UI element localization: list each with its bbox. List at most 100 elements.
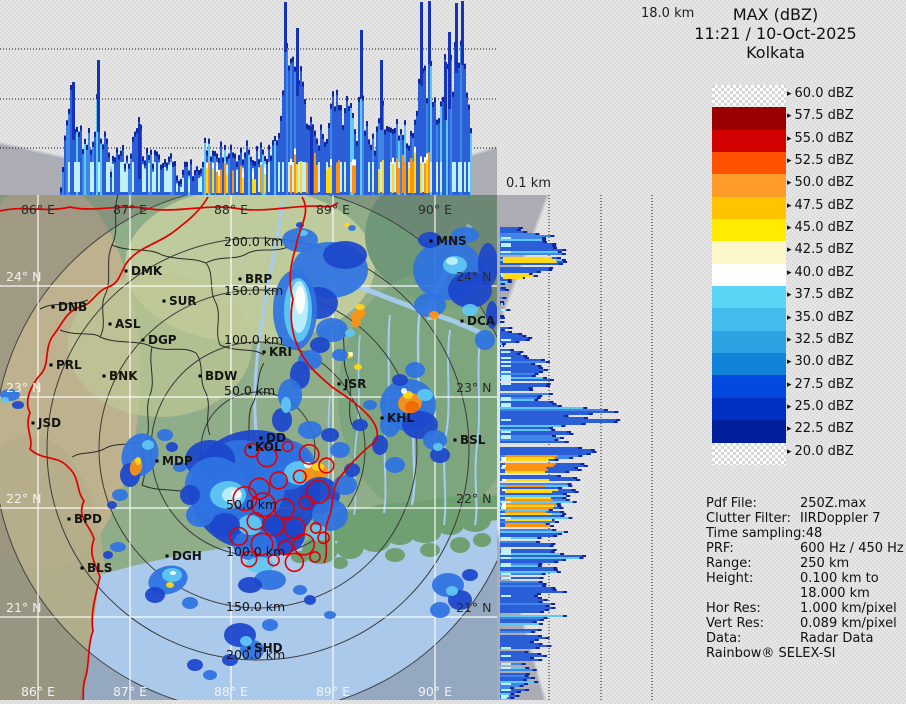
info-label: Data: bbox=[706, 631, 742, 646]
range-ring-label: 100.0 km bbox=[226, 544, 285, 559]
range-ring-label: 150.0 km bbox=[224, 283, 283, 298]
station-marker bbox=[453, 438, 457, 442]
scale-arrow-icon: ▸ bbox=[787, 89, 792, 99]
lat-label-right: 23° N bbox=[456, 380, 491, 395]
station-label: DGP bbox=[148, 333, 177, 347]
dbz-band bbox=[712, 219, 786, 242]
station-marker bbox=[162, 299, 166, 303]
info-row: Height: 0.100 km to 18.000 km bbox=[706, 571, 904, 601]
station-marker bbox=[238, 277, 242, 281]
lon-label-bottom: 90° E bbox=[418, 684, 452, 699]
range-ring-label: 100.0 km bbox=[224, 332, 283, 347]
station-marker bbox=[80, 566, 84, 570]
station-label: BDW bbox=[205, 369, 237, 383]
scale-arrow-icon: ▸ bbox=[787, 334, 792, 345]
dbz-band bbox=[712, 330, 786, 354]
lat-label-left: 24° N bbox=[6, 269, 41, 284]
range-ring-label: 200.0 km bbox=[226, 647, 285, 662]
station-label: JSD bbox=[37, 416, 61, 430]
dbz-value-text: 40.0 dBZ bbox=[794, 264, 854, 280]
dbz-scale-label: ▸ 45.0 dBZ bbox=[787, 220, 854, 240]
station-label: KOL bbox=[255, 440, 282, 454]
lon-label-top: 87° E bbox=[113, 202, 147, 217]
dbz-band bbox=[712, 353, 786, 376]
dbz-colorbar bbox=[712, 85, 786, 465]
station-label: BNK bbox=[109, 369, 138, 383]
info-value: Radar Data bbox=[800, 631, 874, 646]
station-marker bbox=[51, 305, 55, 309]
info-label: Vert Res: bbox=[706, 616, 765, 631]
scale-arrow-icon: ▸ bbox=[787, 357, 792, 368]
dbz-band bbox=[712, 263, 786, 287]
scale-arrow-icon: ▸ bbox=[787, 111, 792, 122]
legend-panel: MAX (dBZ) 11:21 / 10-Oct-2025 Kolkata ▸ 6… bbox=[645, 0, 906, 700]
lon-label-bottom: 89° E bbox=[316, 684, 350, 699]
station-label: SUR bbox=[169, 294, 197, 308]
info-row: PRF: 600 Hz / 450 Hz bbox=[706, 541, 904, 556]
station-marker bbox=[67, 517, 71, 521]
station-label: DCA bbox=[467, 314, 496, 328]
dbz-band bbox=[712, 241, 786, 264]
lon-label-top: 88° E bbox=[214, 202, 248, 217]
dbz-scale-label: ▸ 25.0 dBZ bbox=[787, 399, 854, 419]
range-ring-label: 150.0 km bbox=[226, 599, 285, 614]
dbz-scale-label: ▸ 52.5 dBZ bbox=[787, 153, 854, 173]
scale-arrow-icon: ▸ bbox=[787, 156, 792, 167]
dbz-value-text: 42.5 dBZ bbox=[794, 242, 854, 258]
station-marker bbox=[102, 374, 106, 378]
range-ring-label: 50.0 km bbox=[224, 383, 275, 398]
dbz-value-text: 22.5 dBZ bbox=[794, 421, 854, 437]
product-datetime: 11:21 / 10-Oct-2025 bbox=[694, 24, 857, 43]
info-value: 1.000 km/pixel bbox=[800, 601, 897, 616]
info-row: Clutter Filter: IIRDoppler 7 bbox=[706, 511, 904, 526]
dbz-scale-label: ▸ 47.5 dBZ bbox=[787, 198, 854, 218]
info-row: Pdf File: 250Z.max bbox=[706, 496, 904, 511]
dbz-band bbox=[712, 107, 786, 130]
dbz-value-text: 55.0 dBZ bbox=[794, 130, 854, 146]
range-ring-label: 200.0 km bbox=[224, 234, 283, 249]
info-label: Pdf File: bbox=[706, 496, 757, 511]
dbz-band bbox=[712, 85, 786, 108]
dbz-value-text: 45.0 dBZ bbox=[794, 220, 854, 236]
info-label: Time sampling: bbox=[706, 526, 806, 541]
station-label: MNS bbox=[436, 234, 467, 248]
dbz-band bbox=[712, 286, 786, 309]
info-label: Clutter Filter: bbox=[706, 511, 791, 526]
dbz-scale-label: ▸ 42.5 dBZ bbox=[787, 242, 854, 262]
top-height-profile-panel bbox=[0, 0, 498, 211]
info-row: Data: Radar Data bbox=[706, 631, 904, 646]
scale-arrow-icon: ▸ bbox=[787, 267, 792, 278]
station-marker bbox=[108, 322, 112, 326]
dbz-band bbox=[712, 420, 786, 443]
lat-label-left: 23° N bbox=[6, 380, 41, 395]
product-title: MAX (dBZ) bbox=[732, 5, 819, 24]
station-marker bbox=[460, 319, 464, 323]
info-value: 48 bbox=[805, 526, 823, 541]
station-marker bbox=[155, 459, 159, 463]
station-label: JSR bbox=[343, 377, 366, 391]
info-value: 250 km bbox=[800, 556, 850, 571]
lat-label-right: 24° N bbox=[456, 269, 491, 284]
dbz-scale-label: ▸ 57.5 dBZ bbox=[787, 108, 854, 128]
info-label: PRF: bbox=[706, 541, 734, 556]
station-label: DGH bbox=[172, 549, 202, 563]
dbz-value-text: 50.0 dBZ bbox=[794, 175, 854, 191]
info-row: Time sampling: 48 bbox=[706, 526, 904, 541]
station-label: BLS bbox=[87, 561, 112, 575]
max-height-label: 18.0 km bbox=[641, 6, 695, 21]
station-label: BSL bbox=[460, 433, 486, 447]
station-marker bbox=[248, 445, 252, 449]
lon-label-bottom: 88° E bbox=[214, 684, 248, 699]
product-info-table: Pdf File: 250Z.max Clutter Filter: IIRDoppl… bbox=[706, 496, 904, 661]
dbz-value-text: 37.5 dBZ bbox=[794, 287, 854, 303]
info-label: Range: bbox=[706, 556, 752, 571]
station-label: KRI bbox=[269, 345, 292, 359]
dbz-band bbox=[712, 397, 786, 421]
top-profile-plot bbox=[0, 1, 498, 211]
scale-arrow-icon: ▸ bbox=[787, 446, 792, 457]
range-ring-label: 50.0 km bbox=[226, 497, 277, 512]
station-label: BPD bbox=[74, 512, 102, 526]
dbz-band bbox=[712, 152, 786, 175]
lat-label-right: 22° N bbox=[456, 491, 491, 506]
station-marker bbox=[380, 416, 384, 420]
